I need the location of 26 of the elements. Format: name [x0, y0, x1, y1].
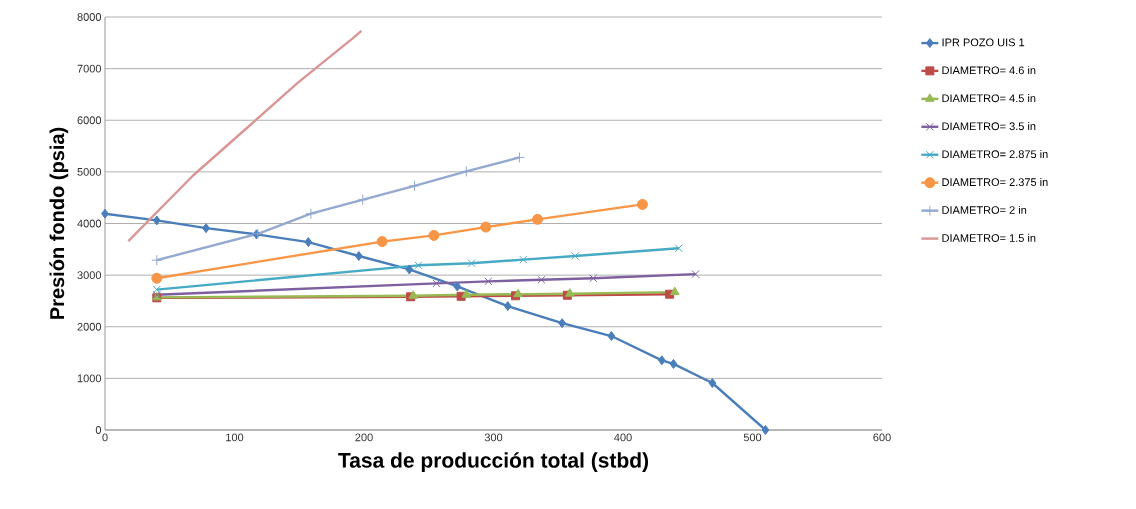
legend-label: DIAMETRO= 4.6 in: [942, 66, 1036, 75]
y-axis-title: Presión fondo (psia): [49, 127, 69, 319]
legend-label: IPR POZO UIS 1: [942, 38, 1025, 47]
x-tick-label: 300: [484, 433, 503, 442]
legend-label: DIAMETRO= 4.5 in: [942, 94, 1036, 103]
x-tick-label: 400: [614, 433, 632, 442]
y-tick-label: 8000: [77, 13, 102, 21]
legend-label: DIAMETRO= 2.875 in: [942, 150, 1048, 159]
y-tick-label: 5000: [77, 167, 102, 176]
legend-label: DIAMETRO= 2 in: [942, 205, 1027, 214]
x-tick-label: 0: [102, 433, 108, 442]
legend-label: DIAMETRO= 1.5 in: [942, 233, 1036, 242]
x-tick-label: 600: [873, 433, 891, 442]
x-tick-label: 500: [743, 433, 762, 442]
y-tick-label: 4000: [77, 219, 102, 228]
x-tick-label: 100: [226, 433, 244, 442]
legend-label: DIAMETRO= 2.375 in: [942, 177, 1048, 187]
y-tick-label: 1000: [77, 374, 102, 383]
y-tick-label: 6000: [77, 116, 102, 125]
legend-label: DIAMETRO= 3.5 in: [942, 122, 1036, 131]
y-tick-label: 0: [95, 426, 102, 434]
y-tick-label: 3000: [77, 271, 102, 280]
x-tick-label: 200: [355, 433, 373, 442]
y-tick-label: 2000: [77, 322, 102, 331]
x-axis-title: Tasa de producción total (stbd): [338, 452, 649, 472]
y-tick-label: 7000: [77, 64, 102, 73]
